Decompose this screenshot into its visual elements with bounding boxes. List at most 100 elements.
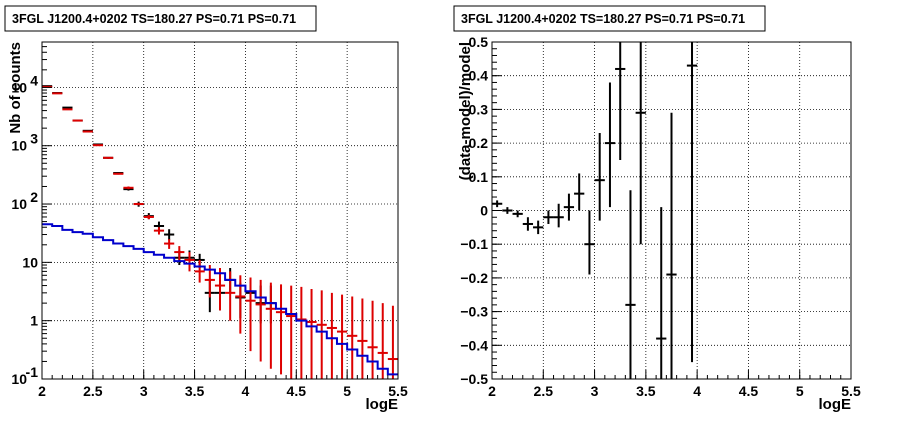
residuals-data-point bbox=[604, 82, 616, 208]
counts-data-point bbox=[82, 130, 93, 133]
residuals-y-tick-label: 0.3 bbox=[469, 101, 489, 117]
counts-y-tick-exponent: -1 bbox=[26, 364, 39, 380]
residuals-data-point bbox=[656, 207, 667, 379]
residuals-data-point bbox=[533, 220, 544, 235]
counts-data-point bbox=[92, 144, 104, 147]
counts-chart-frame bbox=[41, 41, 399, 380]
counts-data-point bbox=[296, 286, 307, 379]
counts-y-tick-label: 1 bbox=[30, 313, 38, 329]
residuals-data-point bbox=[635, 42, 646, 245]
counts-data-point bbox=[275, 284, 287, 375]
counts-x-tick-label: 3.5 bbox=[185, 383, 205, 399]
counts-data-point bbox=[174, 246, 185, 260]
counts-data-point bbox=[235, 275, 246, 334]
residuals-data-point bbox=[563, 193, 575, 221]
residuals-chart-grid bbox=[492, 42, 851, 379]
residuals-x-tick-label: 2.5 bbox=[534, 383, 554, 399]
counts-data-point bbox=[347, 296, 358, 379]
residuals-data-point bbox=[615, 42, 626, 160]
residuals-chart-y-axis-label: (data-model)/model bbox=[457, 42, 474, 180]
counts-chart-x-axis-label: logE bbox=[366, 396, 399, 413]
counts-data-point bbox=[194, 259, 205, 283]
counts-y-tick-label: 10 bbox=[11, 371, 27, 387]
counts-data-point bbox=[103, 156, 114, 159]
residuals-y-tick-label: 0.1 bbox=[469, 169, 489, 185]
counts-data-point bbox=[52, 92, 63, 95]
counts-data-point bbox=[316, 290, 327, 379]
residuals-data-point bbox=[543, 210, 554, 224]
residuals-y-tick-label: −0.5 bbox=[460, 371, 488, 387]
residuals-chart-x-axis-label: logE bbox=[819, 396, 852, 413]
counts-chart-grid bbox=[42, 42, 398, 379]
residuals-x-tick-label: 4 bbox=[693, 383, 701, 399]
residuals-data-point bbox=[666, 112, 677, 379]
counts-data-point bbox=[336, 294, 348, 379]
residuals-x-tick-label: 3.5 bbox=[636, 383, 656, 399]
residuals-data-point bbox=[553, 203, 564, 228]
counts-y-tick-exponent: 4 bbox=[30, 72, 38, 88]
counts-x-tick-label: 3 bbox=[140, 383, 148, 399]
counts-y-tick-label: 10 bbox=[11, 196, 27, 212]
residuals-data-point bbox=[522, 217, 534, 231]
counts-data-point bbox=[113, 172, 124, 175]
counts-data-point bbox=[62, 106, 73, 109]
counts-chart-title-box bbox=[4, 5, 317, 32]
counts-data-point bbox=[255, 279, 266, 362]
residuals-y-tick-label: 0.4 bbox=[469, 68, 489, 84]
counts-data-point bbox=[377, 303, 388, 379]
residuals-y-tick-label: 0.2 bbox=[469, 135, 489, 151]
counts-model-step-line bbox=[42, 223, 398, 376]
counts-data-point bbox=[286, 285, 297, 379]
counts-data-point bbox=[245, 277, 256, 352]
counts-y-tick-label: 10 bbox=[22, 254, 38, 270]
counts-x-tick-label: 2 bbox=[38, 383, 46, 399]
residuals-chart-title-box bbox=[453, 5, 766, 32]
residuals-x-tick-label: 2 bbox=[488, 383, 496, 399]
counts-data-point bbox=[62, 108, 73, 111]
counts-data-point bbox=[367, 300, 378, 379]
counts-data-point bbox=[184, 252, 195, 272]
residuals-x-tick-label: 4.5 bbox=[739, 383, 759, 399]
residuals-data-point bbox=[686, 42, 698, 363]
residuals-y-tick-label: −0.3 bbox=[460, 304, 488, 320]
residuals-y-tick-label: −0.1 bbox=[460, 236, 488, 252]
counts-data-point bbox=[357, 298, 368, 379]
residuals-chart-title: 3FGL J1200.4+0202 TS=180.27 PS=0.71 PS=0… bbox=[461, 12, 745, 26]
residuals-y-tick-label: 0.5 bbox=[469, 34, 489, 50]
counts-y-tick-exponent: 3 bbox=[30, 131, 38, 147]
residuals-chart-ticks: 2 2.5 3 3.5 4 4.5 5 5.5 −0.5 −0.4 −0.3 −0.2 −0.1 0 0.1… bbox=[460, 34, 861, 399]
counts-chart-title: 3FGL J1200.4+0202 TS=180.27 PS=0.71 PS=0… bbox=[12, 12, 296, 26]
residuals-data-point bbox=[502, 207, 513, 214]
residuals-y-tick-label: −0.2 bbox=[460, 270, 488, 286]
residuals-x-tick-label: 3 bbox=[591, 383, 599, 399]
counts-chart-series bbox=[42, 85, 398, 379]
residuals-data-point bbox=[512, 210, 523, 218]
residuals-chart: 3FGL J1200.4+0202 TS=180.27 PS=0.71 PS=0… bbox=[453, 5, 861, 413]
counts-y-tick-exponent: 2 bbox=[30, 189, 38, 205]
counts-data-point bbox=[214, 268, 226, 311]
counts-data-point bbox=[153, 227, 165, 235]
residuals-data-point bbox=[584, 210, 595, 275]
residuals-y-tick-label: −0.4 bbox=[460, 337, 488, 353]
counts-chart: 3FGL J1200.4+0202 TS=180.27 PS=0.71 PS=0… bbox=[4, 5, 408, 413]
counts-data-point bbox=[164, 229, 175, 241]
counts-chart-y-axis-label: Nb of counts bbox=[7, 42, 24, 134]
counts-data-point bbox=[306, 288, 317, 379]
counts-data-point bbox=[123, 186, 134, 190]
counts-data-point bbox=[387, 305, 398, 379]
counts-data-point bbox=[143, 214, 154, 220]
counts-x-tick-label: 4 bbox=[242, 383, 250, 399]
counts-data-point bbox=[72, 119, 83, 122]
counts-x-tick-label: 5.5 bbox=[388, 383, 408, 399]
residuals-data-point bbox=[625, 190, 636, 379]
counts-y-tick-label: 10 bbox=[11, 138, 27, 154]
counts-data-point bbox=[265, 282, 276, 369]
residuals-data-point bbox=[594, 132, 605, 221]
residuals-y-tick-label: 0 bbox=[480, 203, 488, 219]
residuals-x-tick-label: 5 bbox=[796, 383, 804, 399]
counts-y-tick-label: 10 bbox=[11, 79, 27, 95]
residuals-data-point bbox=[574, 173, 585, 211]
counts-x-tick-label: 5 bbox=[343, 383, 351, 399]
